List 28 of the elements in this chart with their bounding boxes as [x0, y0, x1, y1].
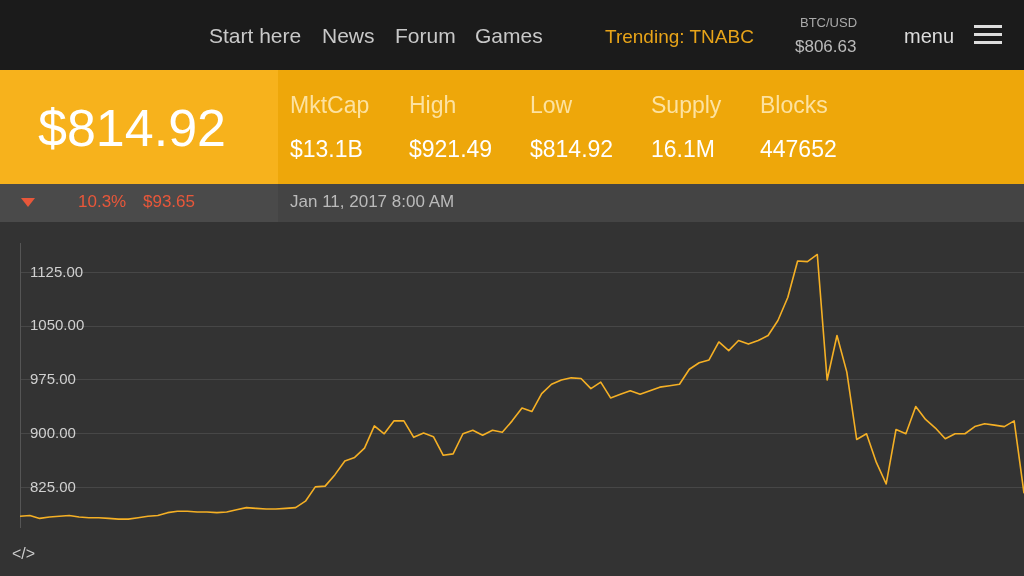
text: $921.49: [409, 136, 493, 163]
text: Jan 11, 2017 8:00 AM: [290, 192, 455, 212]
text: High: [409, 92, 457, 119]
text: $93.65: [143, 192, 195, 212]
text: Low: [530, 92, 573, 119]
text: Forum: [395, 24, 456, 48]
y-tick-label: 825.00: [30, 477, 76, 495]
text: 10.3%: [78, 192, 127, 212]
text: MktCap: [290, 92, 370, 119]
y-tick-label: 1125.00: [30, 262, 84, 280]
text: menu: [904, 25, 955, 48]
y-tick-label: 975.00: [30, 370, 76, 388]
text: Games: [475, 24, 543, 48]
text: $814.92: [38, 98, 226, 158]
y-tick-label: 1050.00: [30, 316, 85, 334]
text: 447652: [760, 136, 837, 163]
text: $13.1B: [290, 136, 363, 163]
text: $814.92: [530, 136, 614, 163]
text: $806.63: [795, 37, 857, 57]
text: Start here: [209, 24, 302, 48]
text: Trending: TNABC: [605, 26, 754, 48]
text: News: [322, 24, 375, 48]
text: Supply: [651, 92, 722, 119]
text: BTC/USD: [800, 15, 858, 30]
y-tick-label: 900.00: [30, 423, 76, 441]
text: 16.1M: [651, 136, 715, 163]
text: Blocks: [760, 92, 828, 119]
text: </>: [12, 545, 36, 563]
